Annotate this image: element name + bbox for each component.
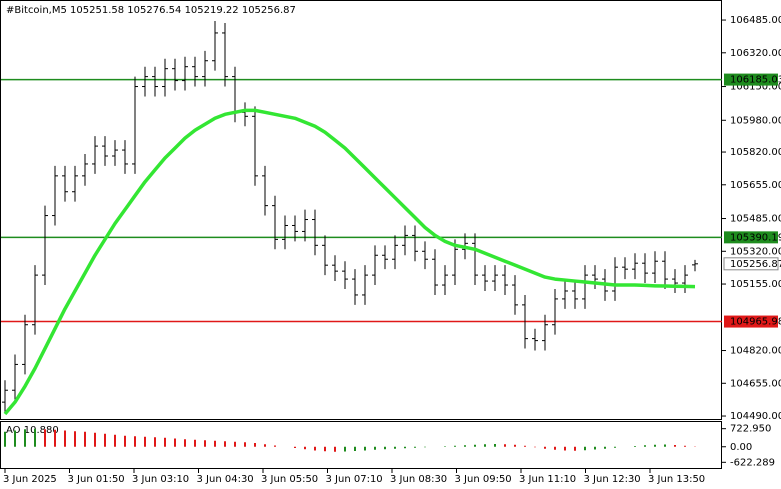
x-tick-label: 3 Jun 04:30	[197, 474, 254, 485]
ao-tick-label: 0.00	[730, 442, 752, 453]
y-tick-label: 105980.00	[730, 115, 781, 126]
level-label-bg	[724, 315, 778, 328]
x-tick-label: 3 Jun 01:50	[68, 474, 125, 485]
chart-title: #Bitcoin,M5 105251.58 105276.54 105219.2…	[6, 5, 296, 16]
x-tick-label: 3 Jun 13:50	[648, 474, 705, 485]
y-tick-label: 106150.00	[730, 82, 781, 93]
current-price-bg	[723, 257, 779, 271]
main-frame	[0, 0, 722, 420]
y-tick-label: 105485.00	[730, 214, 781, 225]
level-label-bg	[724, 73, 778, 86]
last-close: 105256.87	[242, 5, 296, 16]
x-tick-label: 3 Jun 08:30	[390, 474, 447, 485]
x-tick-label: 3 Jun 2025	[3, 474, 57, 485]
ao-tick-label: -622.289	[730, 457, 775, 468]
y-tick-label: 104820.00	[730, 346, 781, 357]
x-tick-label: 3 Jun 09:50	[455, 474, 512, 485]
y-tick-label: 104655.00	[730, 378, 781, 389]
x-tick-label: 3 Jun 12:30	[584, 474, 641, 485]
ao-frame	[0, 421, 722, 469]
level-label: 104965.98	[730, 317, 781, 328]
last-low: 105219.22	[185, 5, 239, 16]
level-label-bg	[724, 231, 778, 244]
current-price-label: 105256.87	[730, 259, 781, 270]
y-tick-label: 105820.00	[730, 147, 781, 158]
x-tick-label: 3 Jun 11:10	[519, 474, 576, 485]
x-tick-label: 3 Jun 05:50	[261, 474, 318, 485]
moving-average	[3, 108, 696, 416]
symbol: #Bitcoin,M5	[6, 5, 67, 16]
last-open: 105251.58	[70, 5, 124, 16]
level-label: 105390.19	[730, 232, 781, 243]
level-label: 106185.03	[730, 75, 781, 86]
y-tick-label: 105155.00	[730, 279, 781, 290]
x-tick-label: 3 Jun 07:10	[326, 474, 383, 485]
y-tick-label: 104490.00	[730, 411, 781, 422]
x-tick-label: 3 Jun 03:10	[132, 474, 189, 485]
y-tick-label: 106485.00	[730, 15, 781, 26]
ao-title: AO 10.880	[6, 425, 59, 436]
y-tick-label: 105320.00	[730, 246, 781, 257]
last-high: 105276.54	[127, 5, 181, 16]
y-tick-label: 106320.00	[730, 48, 781, 59]
y-tick-label: 105655.00	[730, 180, 781, 191]
ao-tick-label: 722.950	[730, 424, 771, 435]
